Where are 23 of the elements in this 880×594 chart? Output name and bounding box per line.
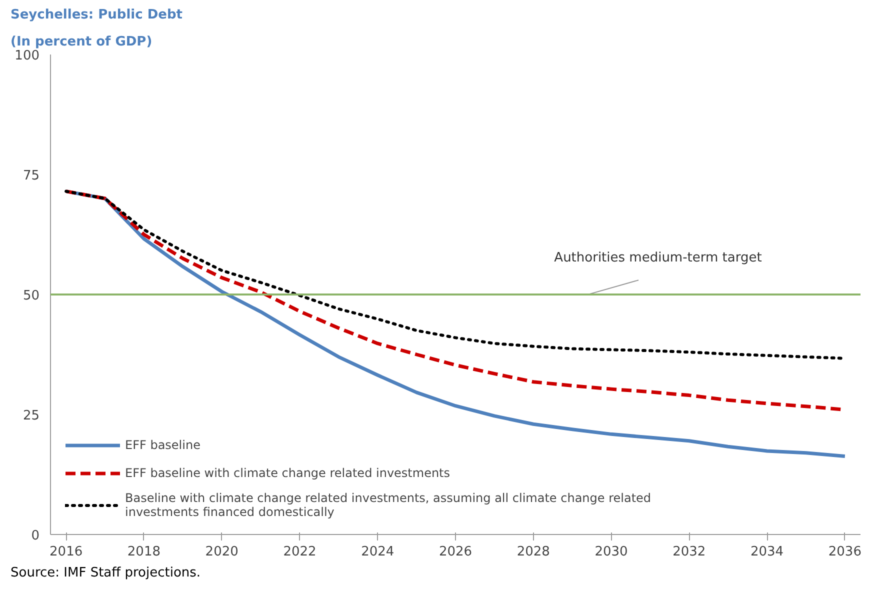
y-tick-label: 0	[31, 528, 40, 544]
legend-label: Baseline with climate change related investments, assuming all climate change related investments financed domestically	[125, 491, 652, 519]
legend-label: EFF baseline	[125, 438, 200, 452]
y-tick-label: 100	[14, 48, 40, 64]
x-tick-label: 2032	[672, 544, 706, 560]
y-tick-label: 25	[22, 408, 40, 424]
x-tick-label: 2016	[50, 544, 83, 560]
x-tick-label: 2036	[828, 544, 862, 560]
y-tick-label: 50	[22, 288, 40, 304]
x-tick-label: 2034	[750, 544, 784, 560]
x-tick-label: 2024	[361, 544, 394, 560]
x-tick-label: 2022	[283, 544, 316, 560]
x-tick-label: 2026	[438, 544, 472, 560]
x-tick-label: 2028	[516, 544, 550, 560]
chart-title: Seychelles: Public Debt	[10, 8, 182, 22]
y-tick-label: 75	[22, 168, 40, 184]
x-tick-label: 2020	[205, 544, 238, 560]
ref-line-label: Authorities medium-term target	[554, 250, 762, 266]
chart-subtitle: (In percent of GDP)	[10, 34, 152, 50]
x-tick-label: 2018	[127, 544, 161, 560]
x-tick-label: 2030	[594, 544, 628, 560]
legend-label: EFF baseline with climate change related investments	[125, 466, 450, 480]
source-note: Source: IMF Staff projections.	[10, 566, 201, 580]
